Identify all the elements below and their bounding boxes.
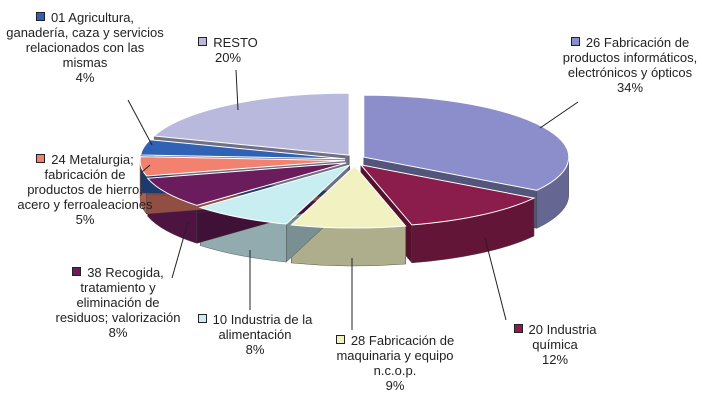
leader-line bbox=[235, 69, 239, 111]
value-label: 8% bbox=[245, 342, 265, 357]
category-label: 01 Agricultura, ganadería, caza y servic… bbox=[6, 10, 164, 70]
category-label: 28 Fabricación de maquinaria y equipo n.… bbox=[336, 333, 455, 378]
slice-label: 20 Industria química 12% bbox=[500, 322, 610, 367]
slice bbox=[290, 165, 407, 229]
value-label: 12% bbox=[541, 352, 569, 367]
category-label: RESTO bbox=[213, 35, 258, 50]
category-label: 20 Industria química bbox=[528, 322, 597, 352]
value-label: 9% bbox=[385, 378, 405, 393]
slice bbox=[139, 156, 346, 177]
slice bbox=[146, 162, 347, 206]
slice bbox=[363, 94, 570, 191]
category-label: 26 Fabricación de productos informáticos… bbox=[562, 35, 698, 80]
slice bbox=[139, 139, 346, 160]
value-label: 5% bbox=[75, 212, 95, 227]
value-label: 8% bbox=[108, 325, 128, 340]
value-label: 34% bbox=[616, 80, 644, 95]
slice-label: 38 Recogida, tratamiento y eliminación d… bbox=[56, 265, 181, 340]
slice-label: 28 Fabricación de maquinaria y equipo n.… bbox=[315, 333, 475, 393]
legend-swatch bbox=[36, 154, 46, 163]
value-label: 20% bbox=[214, 50, 242, 65]
slice-tops bbox=[139, 92, 570, 229]
leader-line bbox=[141, 164, 151, 173]
category-label: 38 Recogida, tratamiento y eliminación d… bbox=[55, 265, 181, 325]
leader-line bbox=[539, 101, 579, 129]
slice-label: RESTO 20% bbox=[188, 35, 268, 65]
category-label: 10 Industria de la alimentación bbox=[212, 312, 313, 342]
slice-label: 10 Industria de la alimentación 8% bbox=[175, 312, 335, 357]
legend-swatch bbox=[72, 267, 82, 276]
leader-line bbox=[171, 221, 189, 279]
legend-swatch bbox=[513, 324, 523, 333]
leader-line bbox=[484, 237, 507, 321]
slice bbox=[153, 92, 350, 156]
category-label: 24 Metalurgia; fabricación de productos … bbox=[17, 152, 153, 212]
value-label: 4% bbox=[75, 70, 95, 85]
legend-swatch bbox=[198, 37, 208, 46]
legend-swatch bbox=[197, 314, 207, 323]
slice-label: 26 Fabricación de productos informáticos… bbox=[555, 35, 702, 95]
legend-swatch bbox=[570, 37, 580, 46]
slice bbox=[198, 164, 350, 225]
slice bbox=[359, 164, 536, 226]
slice-label: 24 Metalurgia; fabricación de productos … bbox=[15, 152, 155, 227]
legend-swatch bbox=[35, 12, 45, 21]
slice-label: 01 Agricultura, ganadería, caza y servic… bbox=[5, 10, 165, 85]
leader-line bbox=[127, 99, 153, 146]
legend-swatch bbox=[335, 335, 345, 344]
